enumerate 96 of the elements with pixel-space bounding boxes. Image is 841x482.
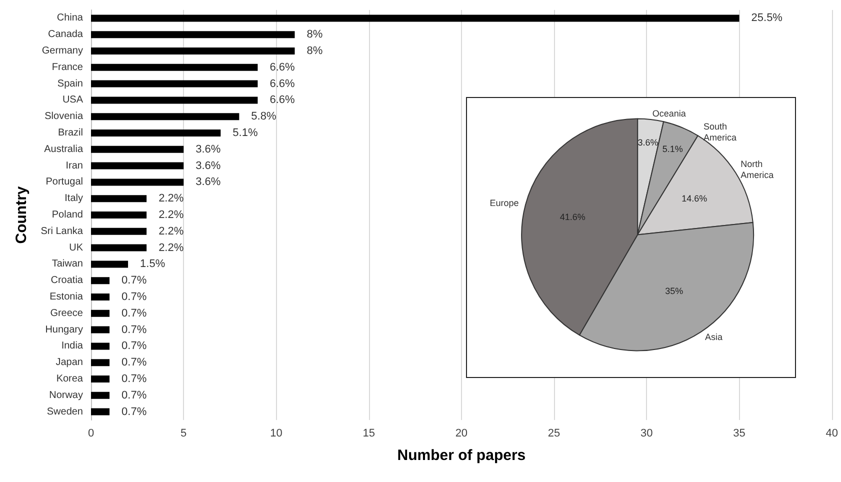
slice-label: South America — [704, 121, 737, 142]
x-tick-label: 5 — [180, 428, 187, 440]
y-tick-label: Korea — [56, 374, 84, 384]
annotation: 25.5% — [751, 12, 783, 24]
y-tick-label: Canada — [48, 29, 84, 40]
annotation: 5.1% — [232, 127, 258, 139]
bar — [91, 228, 147, 235]
annotation: 8% — [306, 45, 323, 57]
bar — [91, 48, 295, 54]
annotation: 6.6% — [270, 78, 295, 90]
y-tick-label: Japan — [56, 357, 83, 368]
slice-label: Europe — [490, 198, 519, 208]
annotation: 2.2% — [158, 242, 184, 254]
annotation: 3.6% — [196, 176, 221, 188]
annotation: 3.6% — [196, 143, 221, 156]
y-tick-label: India — [61, 340, 84, 352]
x-tick-label: 40 — [826, 428, 838, 440]
annotation: 0.7% — [122, 307, 147, 320]
y-tick-label: Slovenia — [44, 111, 84, 122]
bar — [91, 326, 110, 334]
data-label: 35% — [665, 286, 684, 296]
y-tick-label: China — [56, 12, 84, 24]
data-label: 5.1% — [662, 144, 683, 154]
slice-label: North America — [740, 158, 774, 180]
bar — [91, 31, 295, 38]
y-tick-label: Germany — [42, 46, 83, 56]
bar — [91, 146, 184, 153]
annotation: 0.7% — [122, 356, 147, 369]
bar — [91, 14, 740, 22]
annotation: 0.7% — [122, 406, 147, 418]
y-tick-label: UK — [69, 242, 84, 254]
y-tick-label: Estonia — [50, 292, 84, 302]
bar — [91, 359, 110, 366]
bar — [91, 392, 110, 399]
x-tick-label: 0 — [88, 428, 94, 440]
annotation: 0.7% — [122, 389, 147, 402]
annotation: 2.2% — [158, 209, 184, 221]
y-tick-label: Poland — [52, 210, 83, 220]
bar — [91, 96, 258, 104]
bar — [91, 113, 240, 120]
x-tick-label: 35 — [733, 428, 746, 440]
bar — [91, 294, 110, 300]
bar — [91, 310, 110, 317]
y-tick-label: France — [52, 62, 84, 73]
data-label: 41.6% — [560, 212, 586, 222]
bar — [91, 178, 184, 186]
data-label: 14.6% — [682, 194, 708, 204]
y-tick-label: Sri Lanka — [40, 226, 84, 237]
annotation: 2.2% — [158, 192, 184, 205]
annotation: 0.7% — [122, 274, 147, 287]
y-tick-label: USA — [62, 94, 84, 106]
bar — [91, 244, 147, 252]
y-tick-label: Iran — [66, 160, 83, 172]
annotation: 0.7% — [122, 324, 147, 336]
bar — [91, 130, 221, 136]
annotation: 3.6% — [196, 160, 221, 172]
bar — [91, 195, 147, 202]
x-tick-label: 20 — [455, 428, 468, 440]
bar — [91, 212, 147, 218]
y-tick-label: Sweden — [46, 406, 83, 418]
y-axis-title: Country — [13, 186, 30, 244]
x-tick-label: 15 — [362, 428, 375, 440]
annotation: 6.6% — [270, 61, 295, 74]
annotation: 8% — [306, 28, 323, 41]
bar — [91, 408, 110, 416]
bar — [91, 162, 184, 170]
bar — [91, 277, 110, 284]
data-label: 3.6% — [638, 138, 658, 148]
annotation: 2.2% — [158, 225, 184, 238]
y-tick-label: Hungary — [45, 324, 83, 336]
bar — [91, 260, 128, 268]
annotation: 1.5% — [140, 258, 166, 270]
slice-label: Asia — [704, 332, 722, 342]
bar — [91, 64, 258, 71]
bar — [91, 80, 258, 88]
y-tick-label: Brazil — [58, 128, 83, 138]
x-tick-label: 25 — [548, 428, 560, 440]
y-tick-label: Australia — [44, 144, 84, 155]
bar — [91, 376, 110, 382]
annotation: 6.6% — [270, 94, 295, 106]
y-tick-label: Taiwan — [52, 258, 83, 270]
x-tick-label: 10 — [270, 428, 282, 440]
y-tick-label: Italy — [64, 193, 83, 204]
x-axis-title: Number of papers — [397, 447, 526, 464]
y-tick-label: Portugal — [46, 176, 83, 188]
bar — [91, 342, 110, 350]
y-tick-label: Greece — [50, 308, 84, 319]
annotation: 0.7% — [122, 373, 147, 385]
x-tick-label: 30 — [640, 428, 653, 440]
slice-label: Oceania — [652, 108, 686, 118]
y-tick-label: Croatia — [50, 275, 84, 286]
y-tick-label: Spain — [57, 78, 83, 90]
annotation: 5.8% — [251, 110, 276, 123]
annotation: 0.7% — [122, 291, 147, 303]
y-tick-label: Norway — [49, 390, 83, 401]
annotation: 0.7% — [122, 340, 147, 352]
